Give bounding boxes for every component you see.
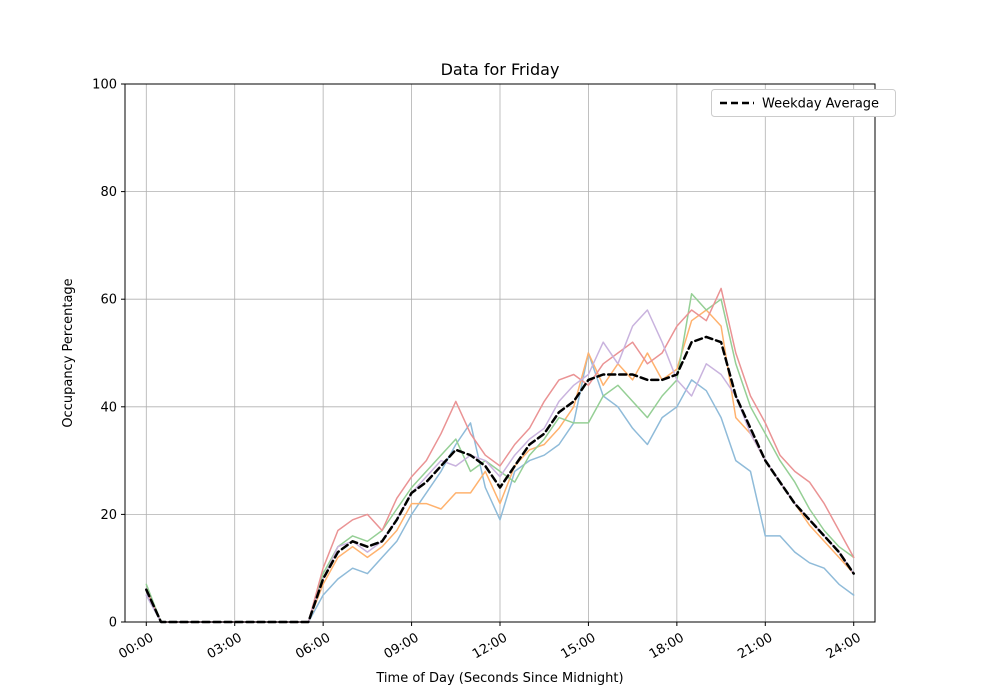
grid-layer xyxy=(125,83,875,623)
y-tick-label: 0 xyxy=(109,616,117,631)
y-tick-label: 100 xyxy=(92,78,117,93)
y-tick-label: 20 xyxy=(100,508,117,523)
x-tick-label: 21:00 xyxy=(735,630,775,662)
y-tick-label: 80 xyxy=(100,185,117,200)
chart-title: Data for Friday xyxy=(441,60,560,79)
legend-box xyxy=(711,89,896,117)
legend: Weekday Average xyxy=(711,89,896,117)
y-tick-label: 60 xyxy=(100,293,117,308)
x-tick-label: 03:00 xyxy=(205,630,245,662)
x-tick-label: 09:00 xyxy=(382,630,422,662)
x-tick-label: 15:00 xyxy=(558,630,598,662)
x-tick-label: 12:00 xyxy=(470,630,510,662)
x-axis-label: Time of Day (Seconds Since Midnight) xyxy=(375,671,623,686)
y-axis-label: Occupancy Percentage xyxy=(61,278,76,427)
axis-layer: 00:00 03:00 06:00 09:00 12:00 15:00 18:00 21:00… xyxy=(92,78,876,662)
legend-label: Weekday Average xyxy=(762,97,879,112)
x-tick-label: 06:00 xyxy=(293,630,333,662)
x-tick-label: 18:00 xyxy=(647,630,687,662)
x-tick-label: 00:00 xyxy=(116,630,156,662)
x-tick-label: 24:00 xyxy=(824,630,864,662)
y-tick-label: 40 xyxy=(100,400,117,415)
